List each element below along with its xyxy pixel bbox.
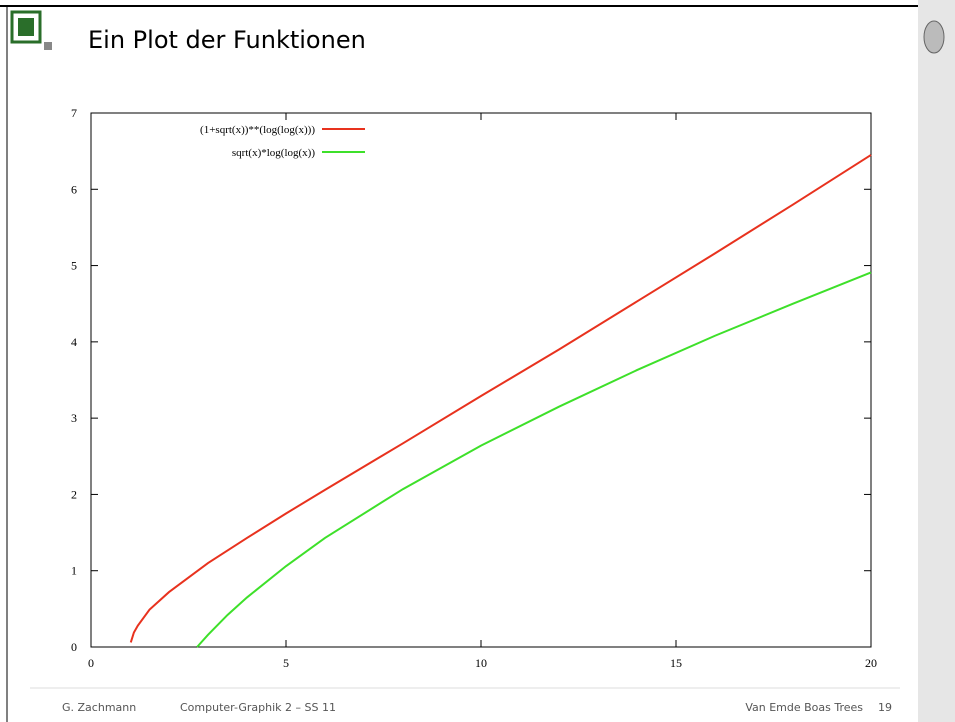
footer-course: Computer-Graphik 2 – SS 11 (180, 701, 336, 714)
y-tick-label: 0 (71, 640, 77, 654)
side-bar (918, 0, 955, 722)
logo-square (44, 42, 52, 50)
y-tick-label: 2 (71, 487, 77, 501)
y-tick-label: 1 (71, 564, 77, 578)
logo-inner (18, 18, 34, 36)
x-tick-label: 20 (865, 656, 877, 670)
x-tick-label: 5 (283, 656, 289, 670)
y-tick-label: 7 (71, 106, 77, 120)
legend-label: sqrt(x)*log(log(x)) (232, 147, 315, 159)
side-logo (924, 21, 944, 53)
background (0, 0, 955, 722)
slide: Ein Plot der Funktionen 0 5 10 15 20 0 1 2 3 4 5 6 7… (0, 0, 955, 722)
y-tick-label: 6 (71, 182, 77, 196)
legend-label: (1+sqrt(x))**(log(log(x))) (200, 124, 315, 136)
page: Ein Plot der Funktionen 0 5 10 15 20 0 1 2 3 4 5 6 7… (0, 0, 955, 722)
y-tick-label: 5 (71, 259, 77, 273)
x-tick-label: 10 (475, 656, 487, 670)
x-tick-label: 15 (670, 656, 682, 670)
slide-title: Ein Plot der Funktionen (88, 26, 366, 54)
x-tick-label: 0 (88, 656, 94, 670)
y-tick-label: 3 (71, 411, 77, 425)
footer-topic: Van Emde Boas Trees (745, 701, 863, 714)
page-number: 19 (878, 701, 892, 714)
y-tick-label: 4 (71, 335, 77, 349)
footer-author: G. Zachmann (62, 701, 136, 714)
